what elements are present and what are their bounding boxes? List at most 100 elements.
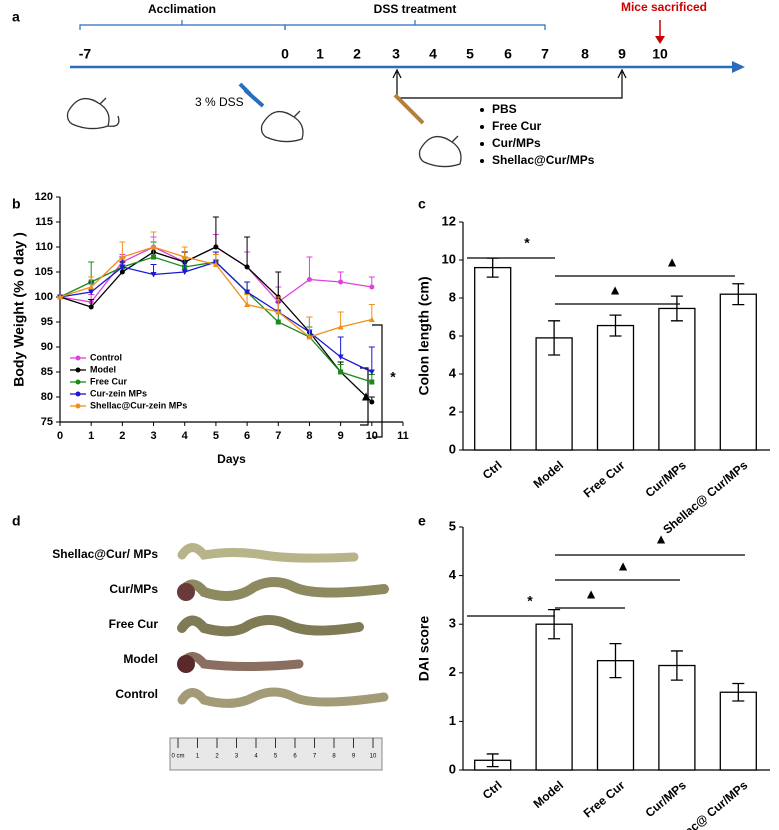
error-bar (670, 650, 683, 681)
error-bar (244, 236, 251, 267)
x-tick-label: 11 (397, 430, 409, 442)
x-tick-label: 2 (119, 430, 125, 442)
error-bar (337, 336, 344, 357)
annotation: ▲ (584, 586, 598, 602)
marker (212, 261, 219, 267)
marker (306, 334, 313, 340)
x-tick-label: Ctrl (480, 778, 505, 802)
day-label: 1 (316, 46, 324, 62)
day-label: 3 (392, 46, 400, 62)
ruler-label: 6 (293, 754, 297, 760)
bracket (284, 20, 546, 30)
y-tick-label: 2 (449, 403, 456, 418)
y-tick-label: 75 (41, 416, 53, 428)
y-tick-label: 80 (41, 391, 53, 403)
legend-marker (75, 403, 81, 409)
error-bar (486, 753, 499, 768)
x-tick-label: Ctrl (480, 458, 505, 482)
marker (88, 284, 95, 290)
series-line (59, 256, 373, 383)
y-tick-label: 3 (449, 616, 456, 631)
sample-label: Model (123, 652, 158, 666)
x-tick-label: 1 (88, 430, 94, 442)
ruler-label: 2 (215, 754, 219, 760)
annotation: ▲ (616, 558, 630, 574)
error-bar (486, 257, 499, 278)
legend-label: Cur-zein MPs (90, 388, 147, 398)
ruler-label: 1 (196, 754, 200, 760)
marker (150, 272, 157, 278)
legend-marker (75, 367, 81, 373)
error-bar (548, 320, 561, 356)
arrowhead (655, 36, 665, 44)
day-label: 7 (541, 46, 549, 62)
x-tick-label: Free Cur (581, 778, 628, 821)
x-axis-label: Days (217, 452, 246, 466)
panel-label: a (12, 9, 20, 25)
marker (275, 309, 282, 315)
y-tick-label: 120 (35, 191, 53, 203)
marker (368, 369, 375, 375)
error-bar (306, 256, 313, 280)
bar (658, 307, 696, 451)
marker (369, 284, 375, 290)
dss-label: 3 % DSS (195, 95, 244, 109)
marker (337, 324, 344, 330)
mouse-icons (66, 82, 462, 168)
marker (119, 269, 125, 275)
legend-label: Model (90, 364, 116, 374)
annotation: ▲ (608, 282, 622, 298)
bar (658, 664, 696, 771)
y-tick-label: 5 (449, 518, 456, 533)
y-tick-label: 2 (449, 664, 456, 679)
sample-label: Cur/MPs (109, 582, 158, 596)
group-label: Shellac@Cur/MPs (492, 153, 595, 167)
annotation: * (390, 369, 396, 385)
day-label: -7 (79, 46, 92, 62)
x-tick-label: 5 (213, 430, 219, 442)
y-tick-label: 4 (449, 365, 457, 380)
marker (338, 369, 344, 375)
y-axis-label: Body Weight (% 0 day ) (11, 232, 27, 387)
y-tick-label: 4 (449, 567, 457, 582)
error-bar (548, 608, 561, 640)
marker (119, 264, 126, 270)
x-tick-label: Free Cur (581, 458, 628, 501)
marker (244, 301, 251, 307)
bar (719, 293, 757, 451)
panel-label: b (12, 196, 21, 212)
bar (535, 623, 573, 771)
y-tick-label: 12 (442, 213, 456, 228)
day-label: 8 (581, 46, 589, 62)
x-tick-label: 7 (275, 430, 281, 442)
legend-label: Free Cur (90, 376, 128, 386)
day-label: 6 (504, 46, 512, 62)
legend-marker (75, 355, 81, 361)
y-tick-label: 8 (449, 289, 456, 304)
annotation: * (527, 593, 533, 609)
marker (275, 319, 281, 325)
y-tick-label: 0 (449, 761, 456, 776)
marker (368, 316, 375, 322)
bracket (79, 20, 286, 30)
marker (244, 264, 250, 270)
marker (150, 244, 157, 250)
x-tick-label: 10 (366, 430, 378, 442)
error-bar (275, 271, 282, 297)
sample-label: Free Cur (109, 617, 159, 631)
y-tick-label: 1 (449, 713, 456, 728)
y-tick-label: 10 (442, 251, 456, 266)
day-label: 9 (618, 46, 626, 62)
marker (213, 244, 219, 250)
x-tick-label: Model (531, 778, 567, 811)
x-tick-label: 6 (244, 430, 250, 442)
bar (719, 691, 757, 771)
bullets (480, 108, 484, 163)
group-label: Cur/MPs (492, 136, 541, 150)
legend-label: Control (90, 352, 122, 362)
ruler-label: 5 (274, 754, 278, 760)
marker (244, 289, 251, 295)
annotation: ▲ (665, 254, 679, 270)
day-label: 10 (652, 46, 668, 62)
marker (57, 294, 63, 300)
